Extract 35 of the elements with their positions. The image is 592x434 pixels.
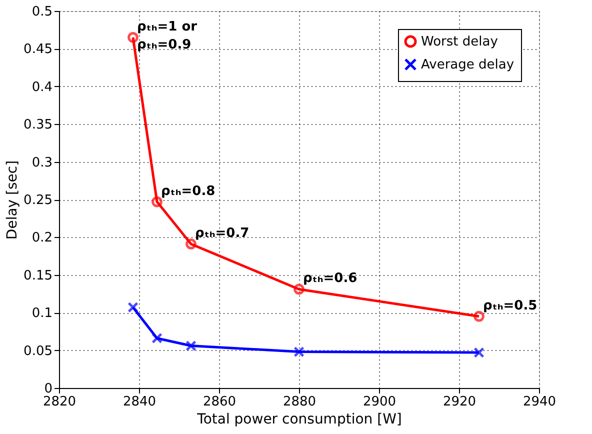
y-tick-label: 0.35 bbox=[24, 118, 52, 133]
y-tick-label: 0.5 bbox=[32, 4, 52, 20]
annotation: ρₜₕ=0.6 bbox=[303, 271, 358, 286]
y-tick-label: 0.05 bbox=[24, 344, 52, 359]
x-tick-label: 2900 bbox=[362, 394, 396, 410]
point bbox=[186, 238, 196, 250]
y-tick-label: 0.45 bbox=[24, 42, 52, 58]
legend-label: Worst delay bbox=[421, 34, 498, 50]
point bbox=[128, 302, 138, 313]
point bbox=[294, 346, 304, 358]
point bbox=[152, 196, 162, 208]
point bbox=[152, 332, 162, 344]
x-tick-label: 2920 bbox=[442, 394, 476, 410]
annotation: ρₜₕ=0.8 bbox=[161, 184, 216, 199]
x-axis-title: Total power consumption [W] bbox=[196, 412, 402, 428]
y-tick-label: 0.25 bbox=[24, 193, 52, 208]
legend-label: Average delay bbox=[421, 58, 514, 72]
x-tick-label: 2860 bbox=[202, 394, 236, 410]
point bbox=[294, 284, 304, 295]
x-tick-label: 2820 bbox=[42, 394, 76, 410]
x-tick-label: 2880 bbox=[282, 394, 316, 410]
y-tick-label: 0.15 bbox=[24, 268, 52, 284]
x-tick-label: 2840 bbox=[122, 394, 156, 410]
y-tick-label: 0 bbox=[44, 382, 52, 396]
y-tick-label: 0.4 bbox=[32, 80, 52, 95]
y-tick-label: 0.3 bbox=[32, 155, 52, 170]
point bbox=[186, 340, 196, 352]
point bbox=[474, 347, 484, 358]
y-axis-title: Delay [sec] bbox=[4, 160, 21, 240]
y-tick-label: 0.1 bbox=[32, 306, 52, 322]
annotation: ρₜₕ=0.7 bbox=[195, 226, 250, 241]
annotation: ρₜₕ=1 or ρₜₕ=0.9 bbox=[137, 19, 198, 52]
x-tick-label: 2940 bbox=[522, 394, 556, 410]
annotation: ρₜₕ=0.5 bbox=[483, 298, 538, 314]
y-tick-label: 0.2 bbox=[32, 230, 52, 246]
